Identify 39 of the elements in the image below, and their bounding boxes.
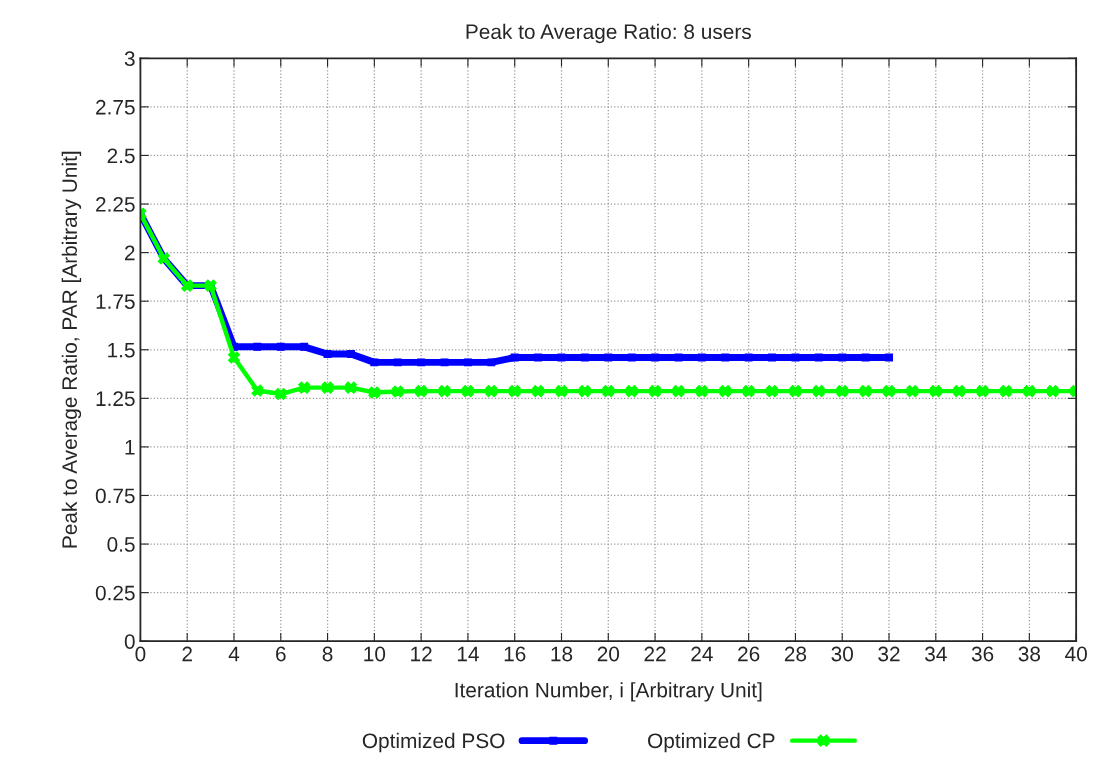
x-tick-label: 22 <box>644 646 666 662</box>
x-tick-label: 24 <box>691 646 713 662</box>
y-tick-label: 0 <box>124 634 135 649</box>
x-tick-label: 16 <box>504 646 526 662</box>
y-tick-label: 0.25 <box>95 585 135 601</box>
y-tick-label: 2.25 <box>96 197 135 212</box>
x-axis-title: Iteration Number, i [Arbitrary Unit] <box>455 682 762 702</box>
y-tick-label: 1.75 <box>96 294 135 309</box>
y-tick-label: 2.75 <box>96 99 135 115</box>
x-tick-label: 28 <box>784 646 807 662</box>
x-tick-label: 38 <box>1018 646 1041 662</box>
x-tick-label: 0 <box>135 646 146 662</box>
y-tick-label: 0.75 <box>95 488 135 504</box>
x-tick-label: 26 <box>738 646 760 662</box>
y-tick-label: 2.5 <box>107 148 135 164</box>
x-tick-label: 4 <box>228 646 240 662</box>
x-tick-label: 34 <box>925 646 947 662</box>
y-tick-label: 0.5 <box>107 537 135 552</box>
chart-title: Peak to Average Ratio: 8 users <box>466 23 751 44</box>
x-tick-label: 20 <box>597 646 620 662</box>
x-tick-label: 30 <box>831 646 853 662</box>
y-tick-label: 2 <box>125 245 135 261</box>
x-tick-label: 6 <box>276 646 286 662</box>
x-tick-label: 14 <box>457 646 479 662</box>
x-tick-label: 18 <box>551 646 573 662</box>
x-tick-label: 36 <box>971 646 994 662</box>
y-tick-label: 3 <box>124 51 135 67</box>
x-tick-label: 10 <box>364 646 386 662</box>
x-tick-label: 2 <box>182 646 192 662</box>
y-tick-label: 1.5 <box>108 342 135 358</box>
x-tick-label: 12 <box>411 646 432 662</box>
x-tick-label: 40 <box>1065 646 1087 662</box>
x-tick-label: 8 <box>322 646 333 662</box>
legend-label: Optimized PSO <box>362 732 505 753</box>
y-tick-label: 1 <box>125 440 135 455</box>
y-tick-label: 1.25 <box>96 391 135 407</box>
legend-label: Optimized CP <box>648 732 775 753</box>
x-tick-label: 32 <box>878 646 900 662</box>
y-axis-title: Peak to Average Ratio, PAR [Arbitrary Unit] <box>61 151 82 548</box>
